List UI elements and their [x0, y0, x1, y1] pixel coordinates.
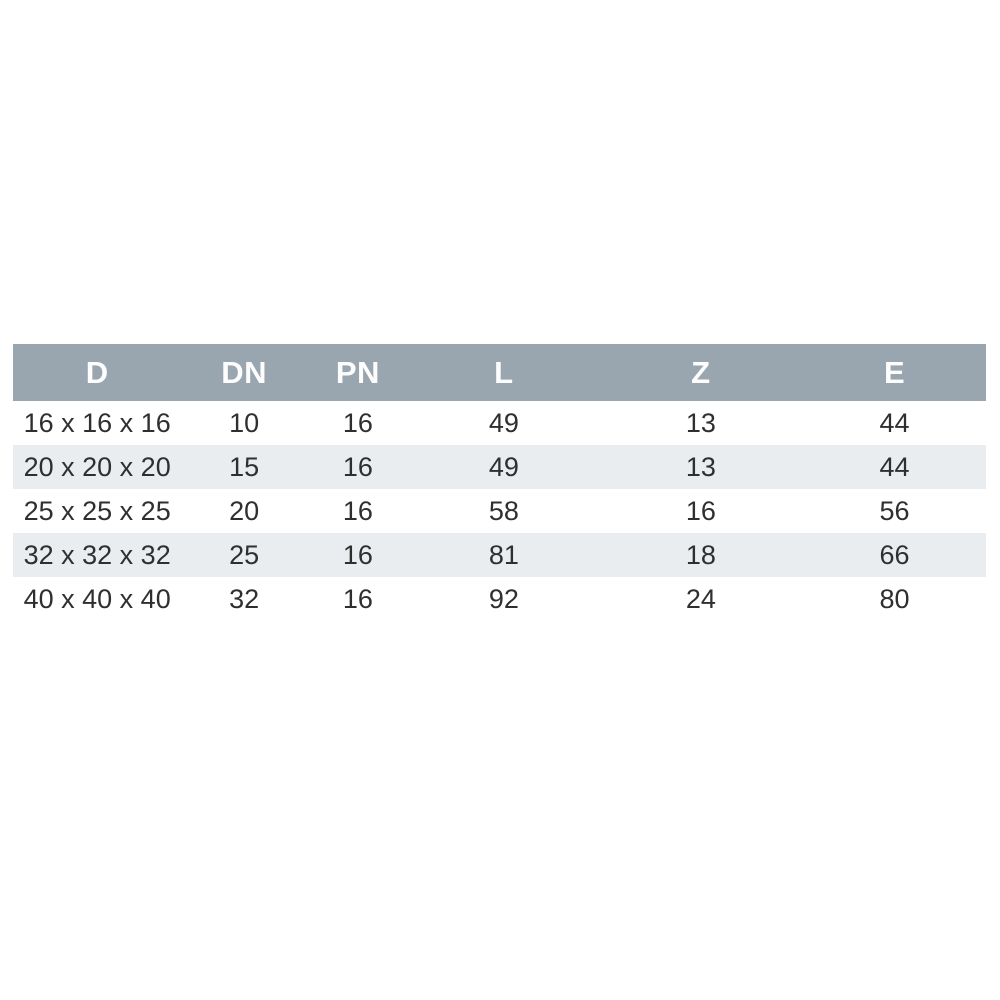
table-cell: 13 [685, 451, 716, 482]
table-cell: 32 [229, 583, 260, 614]
table-row: 32 x 32 x 32 25 16 81 18 66 [13, 533, 986, 577]
table-header: D DN PN L Z E [13, 344, 986, 401]
table-cell: 44 [879, 451, 910, 482]
column-header-d: D [13, 344, 182, 401]
column-header-dn: DN [181, 344, 307, 401]
table-cell: 80 [879, 583, 910, 614]
table-cell: 16 x 16 x 16 [23, 407, 171, 438]
table-row: 20 x 20 x 20 15 16 49 13 44 [13, 445, 986, 489]
table-cell: 16 [342, 407, 373, 438]
table-cell: 49 [488, 407, 519, 438]
table-row: 40 x 40 x 40 32 16 92 24 80 [13, 577, 986, 621]
table-row: 16 x 16 x 16 10 16 49 13 44 [13, 401, 986, 445]
table-cell: 40 x 40 x 40 [23, 583, 171, 614]
table-cell: 13 [685, 407, 716, 438]
column-header-z: Z [598, 344, 804, 401]
table-cell: 16 [342, 495, 373, 526]
table-cell: 16 [342, 539, 373, 570]
table-cell: 16 [342, 583, 373, 614]
table-cell: 66 [879, 539, 910, 570]
table-row: 25 x 25 x 25 20 16 58 16 56 [13, 489, 986, 533]
table-cell: 56 [879, 495, 910, 526]
table-cell: 24 [685, 583, 716, 614]
table-cell: 16 [342, 451, 373, 482]
table-cell: 58 [488, 495, 519, 526]
table-cell: 16 [685, 495, 716, 526]
table-cell: 44 [879, 407, 910, 438]
table-cell: 18 [685, 539, 716, 570]
table-cell: 92 [488, 583, 519, 614]
table-cell: 20 x 20 x 20 [23, 451, 171, 482]
column-header-pn: PN [306, 344, 409, 401]
table-cell: 32 x 32 x 32 [23, 539, 171, 570]
table-cell: 10 [229, 407, 260, 438]
column-header-l: L [409, 344, 599, 401]
table-cell: 49 [488, 451, 519, 482]
dimension-spec-table: D DN PN L Z E 16 x 16 x 16 10 16 49 13 44 20 x 20 x… [13, 344, 986, 621]
dimension-spec-table-container: D DN PN L Z E 16 x 16 x 16 10 16 49 13 44 20 x 20 x… [13, 344, 986, 621]
table-cell: 25 x 25 x 25 [23, 495, 171, 526]
table-header-row: D DN PN L Z E [13, 344, 986, 401]
table-cell: 25 [229, 539, 260, 570]
table-cell: 20 [229, 495, 260, 526]
table-body: 16 x 16 x 16 10 16 49 13 44 20 x 20 x 20 15 16 49… [13, 401, 986, 621]
table-cell: 15 [229, 451, 260, 482]
column-header-e: E [803, 344, 986, 401]
table-cell: 81 [488, 539, 519, 570]
